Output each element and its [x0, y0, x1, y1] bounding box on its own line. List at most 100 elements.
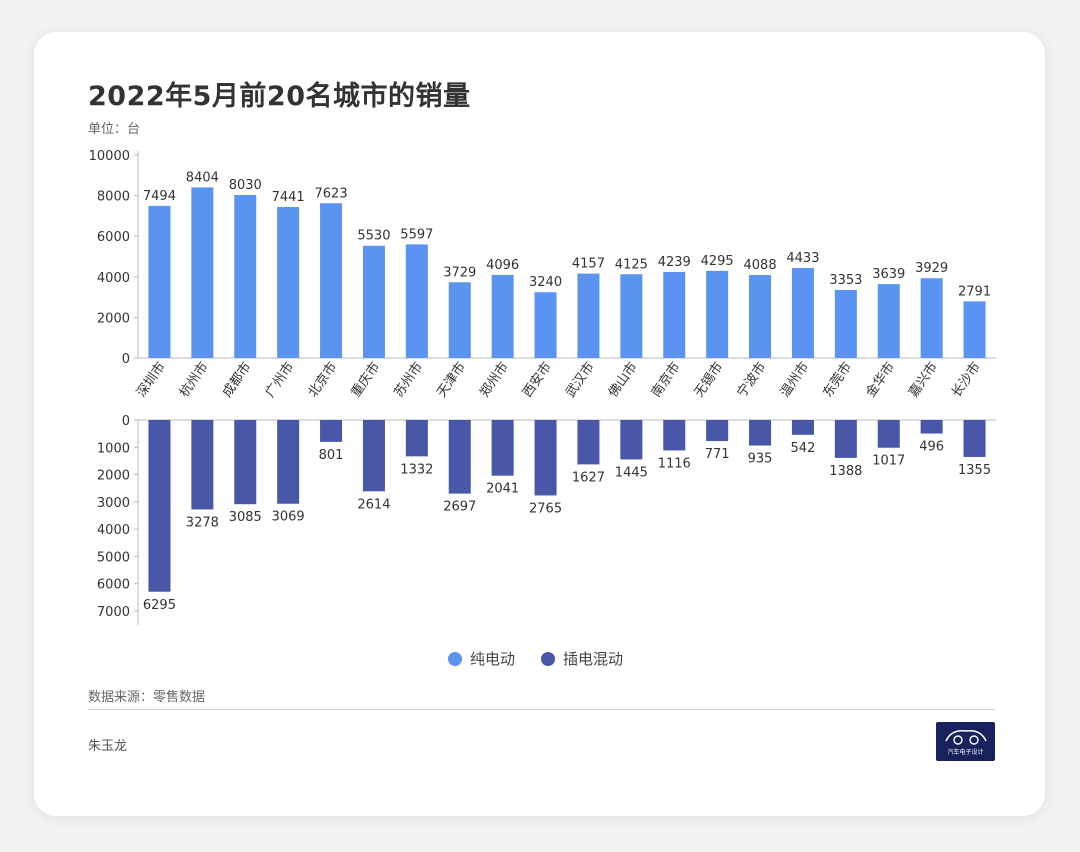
- bottom-y-tick-label: 3000: [97, 496, 130, 511]
- bar-ev: [663, 271, 686, 358]
- bar-ev: [148, 205, 171, 358]
- bar-phev: [362, 420, 385, 492]
- data-label-phev: 3278: [186, 515, 219, 530]
- author: 朱玉龙: [88, 739, 128, 754]
- bar-ev: [191, 187, 214, 358]
- data-label-phev: 496: [919, 440, 944, 455]
- data-label-ev: 4433: [786, 251, 819, 266]
- data-label-ev: 3929: [915, 261, 948, 276]
- bar-ev: [791, 268, 814, 358]
- bar-phev: [405, 420, 428, 457]
- data-label-phev: 3085: [229, 510, 262, 525]
- data-label-ev: 3639: [872, 267, 905, 282]
- data-label-phev: 801: [319, 448, 344, 463]
- legend-item-ev[interactable]: 纯电动: [448, 648, 515, 669]
- bottom-y-tick-label: 0: [122, 414, 130, 429]
- legend-swatch-phev: [541, 651, 556, 666]
- bar-phev: [577, 420, 600, 465]
- legend-label-phev: 插电混动: [563, 650, 624, 668]
- data-label-ev: 4088: [744, 258, 777, 273]
- top-y-tick-label: 4000: [97, 271, 130, 286]
- data-label-ev: 3729: [443, 265, 476, 280]
- bar-ev: [362, 245, 385, 358]
- x-category-label: 杭州市: [176, 359, 211, 400]
- bar-phev: [749, 420, 772, 446]
- data-label-phev: 1627: [572, 470, 605, 485]
- bar-ev: [877, 284, 900, 358]
- x-category-label: 金华市: [863, 359, 898, 400]
- bar-phev: [791, 420, 814, 435]
- data-label-ev: 2791: [958, 284, 991, 299]
- legend-swatch-ev: [448, 651, 462, 666]
- top-y-tick-label: 2000: [97, 311, 130, 326]
- bar-phev: [877, 420, 900, 448]
- x-category-label: 天津市: [434, 359, 469, 400]
- bottom-y-tick-label: 7000: [97, 605, 130, 620]
- bar-ev: [320, 203, 343, 358]
- legend-item-phev[interactable]: 插电混动: [541, 648, 623, 669]
- bar-phev: [620, 420, 643, 460]
- data-label-ev: 4096: [486, 258, 519, 273]
- legend-label-ev: 纯电动: [470, 650, 516, 668]
- x-category-label: 郑州市: [476, 359, 511, 400]
- bar-phev: [920, 420, 943, 434]
- logo-text: 汽车电子设计: [947, 748, 984, 756]
- data-label-phev: 1445: [615, 465, 648, 480]
- x-category-label: 宁波市: [734, 359, 769, 400]
- bar-phev: [191, 420, 214, 510]
- x-category-label: 重庆市: [348, 359, 383, 400]
- data-label-ev: 3353: [829, 273, 862, 288]
- data-label-phev: 1116: [658, 456, 691, 471]
- data-label-ev: 4239: [658, 255, 691, 270]
- data-label-ev: 7494: [143, 189, 176, 204]
- data-label-phev: 2765: [529, 501, 562, 516]
- x-category-label: 南京市: [648, 359, 683, 400]
- bar-phev: [706, 420, 729, 442]
- data-label-phev: 2697: [443, 500, 476, 515]
- bar-phev: [834, 420, 857, 458]
- x-category-label: 成都市: [219, 359, 254, 400]
- car-logo-icon: [944, 729, 987, 745]
- bar-ev: [491, 274, 514, 358]
- data-label-ev: 5530: [357, 229, 390, 244]
- bottom-y-tick-label: 6000: [97, 578, 130, 593]
- bottom-y-tick-label: 1000: [97, 441, 130, 456]
- bar-ev: [620, 274, 643, 358]
- bottom-y-tick-label: 2000: [97, 469, 130, 484]
- bar-ev: [706, 270, 729, 358]
- bar-ev: [963, 301, 986, 358]
- bar-phev: [663, 420, 686, 451]
- top-y-tick-label: 10000: [89, 149, 130, 164]
- data-label-ev: 7441: [272, 190, 305, 205]
- data-label-phev: 1388: [829, 464, 862, 479]
- data-label-ev: 4295: [701, 254, 734, 269]
- data-label-phev: 6295: [143, 598, 176, 613]
- bottom-y-tick-label: 5000: [97, 550, 130, 565]
- bar-phev: [148, 420, 171, 592]
- x-category-label: 深圳市: [133, 359, 168, 400]
- bar-ev: [577, 273, 600, 358]
- bar-ev: [749, 275, 772, 358]
- brand-logo: 汽车电子设计: [936, 722, 995, 761]
- data-label-ev: 4125: [615, 257, 648, 272]
- footer-divider: [88, 709, 995, 710]
- bar-phev: [534, 420, 557, 496]
- x-category-label: 佛山市: [605, 359, 640, 400]
- top-y-tick-label: 0: [122, 352, 130, 367]
- data-label-ev: 5597: [400, 227, 433, 242]
- x-category-label: 温州市: [777, 359, 812, 400]
- data-label-ev: 8404: [186, 170, 219, 185]
- bar-ev: [534, 292, 557, 358]
- bar-ev: [448, 282, 471, 358]
- bar-phev: [491, 420, 514, 476]
- x-category-label: 嘉兴市: [905, 359, 940, 400]
- bar-phev: [320, 420, 343, 442]
- bar-ev: [834, 289, 857, 358]
- data-label-phev: 771: [705, 447, 730, 462]
- chart-title: 2022年5月前20名城市的销量: [88, 81, 471, 112]
- legend: 纯电动 插电混动: [448, 648, 623, 669]
- unit-label: 单位：台: [88, 122, 141, 137]
- data-label-ev: 8030: [229, 178, 262, 193]
- bar-ev: [405, 244, 428, 358]
